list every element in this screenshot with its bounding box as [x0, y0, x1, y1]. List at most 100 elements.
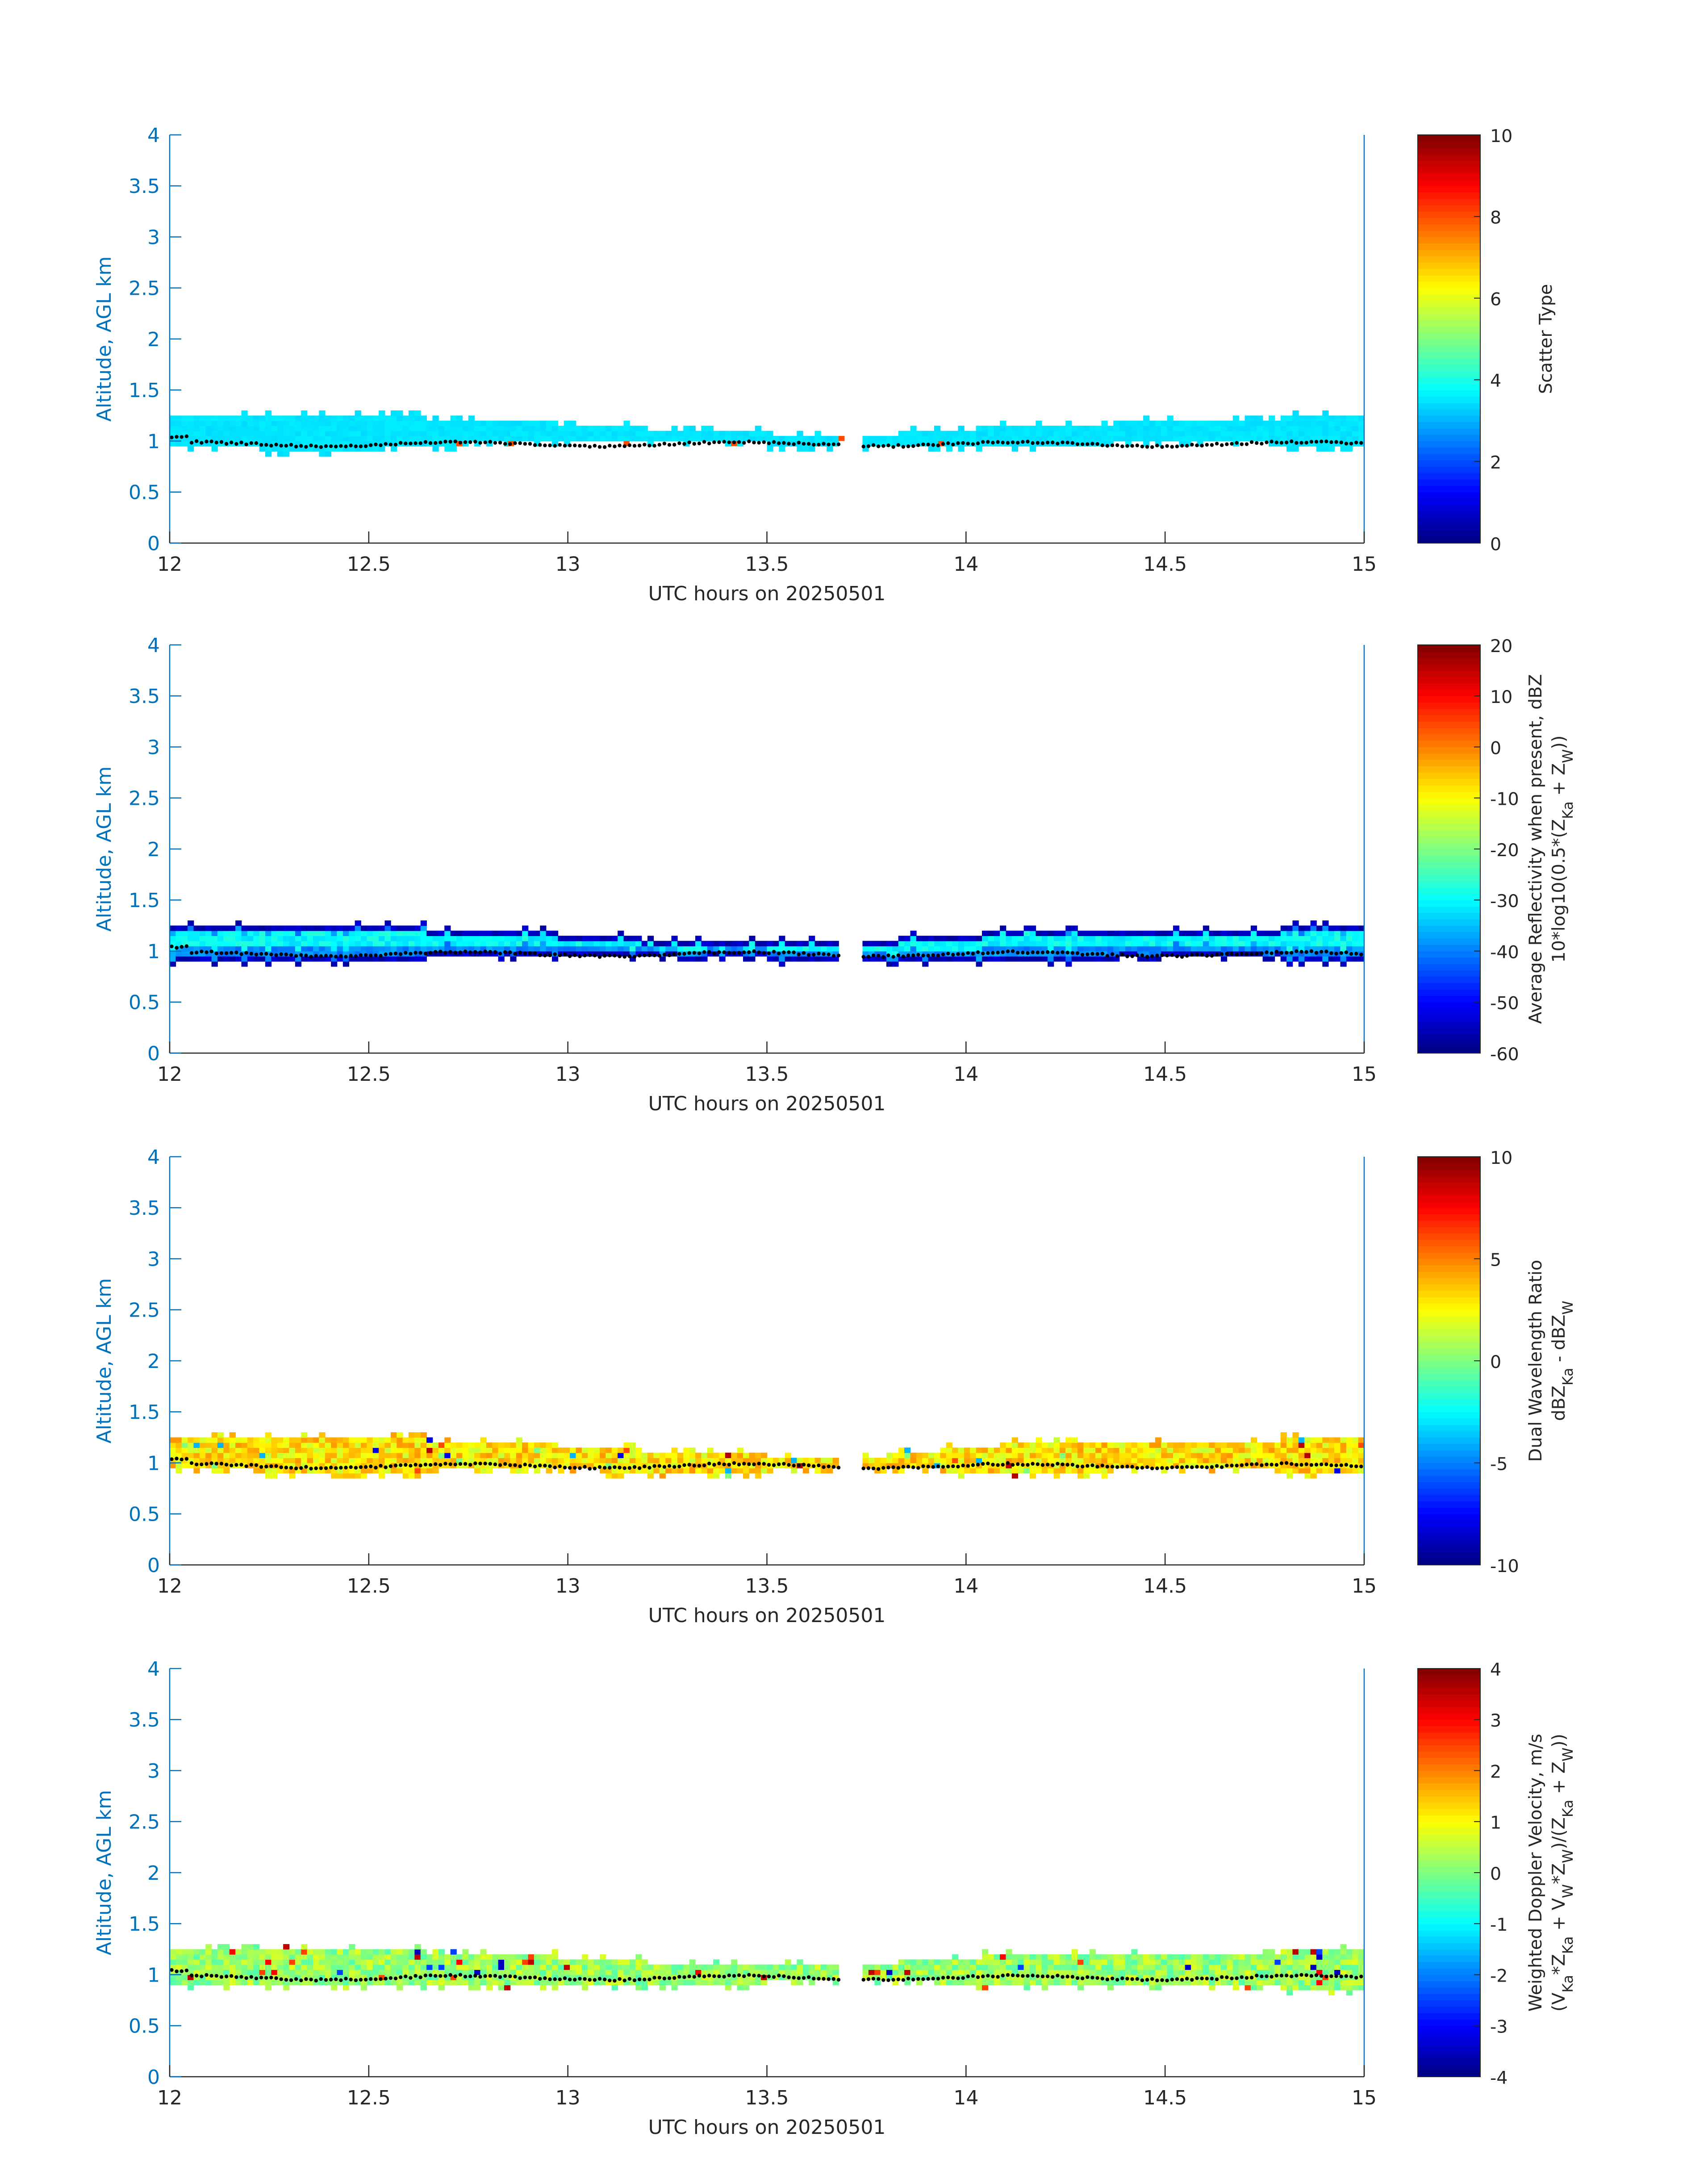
- cloud-base-dot: [304, 445, 308, 448]
- cloud-base-dot: [877, 444, 880, 448]
- heatmap-cell: [295, 1965, 301, 1970]
- heatmap-cell: [1090, 436, 1096, 441]
- heatmap-cell: [869, 1970, 875, 1975]
- heatmap-cell: [391, 431, 397, 436]
- heatmap-cell: [534, 936, 540, 941]
- heatmap-cell: [1209, 936, 1215, 941]
- colorbar-tick-label: -40: [1490, 942, 1519, 962]
- heatmap-cell: [576, 426, 582, 431]
- heatmap-cell: [325, 1959, 331, 1965]
- y-tick-label: 1.5: [129, 379, 160, 402]
- heatmap-cell: [331, 1437, 337, 1443]
- heatmap-cell: [277, 946, 284, 951]
- y-tick-label: 3.5: [129, 1197, 160, 1220]
- heatmap-cell: [319, 1949, 325, 1954]
- heatmap-cell: [552, 421, 558, 426]
- heatmap-cell: [403, 436, 409, 441]
- cloud-base-dot: [513, 1463, 517, 1467]
- heatmap-cell: [892, 436, 898, 441]
- cloud-base-dot: [528, 442, 532, 446]
- heatmap-cell: [217, 956, 224, 962]
- heatmap-cell: [1083, 431, 1090, 436]
- heatmap-cell: [349, 941, 355, 946]
- heatmap-cell: [1281, 1453, 1287, 1458]
- heatmap-cell: [952, 941, 958, 946]
- heatmap-cell: [707, 1980, 714, 1985]
- cloud-base-dot: [643, 443, 646, 446]
- cloud-base-dot: [180, 945, 184, 949]
- heatmap-cell: [892, 1453, 898, 1458]
- cloud-base-dot: [244, 951, 248, 954]
- cloud-base-dot: [712, 952, 716, 955]
- heatmap-cell: [361, 1954, 367, 1960]
- heatmap-cell: [295, 431, 301, 436]
- heatmap-cell: [940, 436, 946, 441]
- heatmap-cell: [1131, 1458, 1137, 1463]
- colorbar-swatch: [1418, 1450, 1480, 1457]
- heatmap-cell: [188, 920, 194, 926]
- heatmap-cell: [1293, 941, 1299, 946]
- heatmap-cell: [803, 1458, 809, 1463]
- cloud-base-dot: [448, 440, 452, 443]
- heatmap-cell: [922, 961, 928, 966]
- heatmap-cell: [1030, 925, 1036, 931]
- cloud-base-dot: [1195, 443, 1199, 447]
- heatmap-cell: [319, 925, 325, 931]
- heatmap-cell: [767, 436, 773, 441]
- heatmap-cell: [665, 1458, 672, 1463]
- heatmap-cell: [618, 936, 624, 941]
- heatmap-cell: [1299, 421, 1305, 426]
- heatmap-cell: [904, 1965, 910, 1970]
- colorbar-swatch: [1418, 945, 1480, 951]
- colorbar-swatch: [1418, 1476, 1480, 1482]
- heatmap-cell: [247, 946, 254, 951]
- heatmap-cell: [1155, 431, 1161, 436]
- heatmap-cell: [1293, 925, 1299, 931]
- heatmap-cell: [498, 426, 505, 431]
- heatmap-cell: [1286, 1447, 1293, 1453]
- heatmap-cell: [426, 1447, 433, 1453]
- heatmap-cell: [421, 1949, 427, 1954]
- heatmap-cell: [713, 941, 719, 946]
- heatmap-cell: [576, 936, 582, 941]
- heatmap-cell: [367, 1437, 373, 1443]
- heatmap-cell: [295, 1970, 301, 1975]
- heatmap-cell: [200, 941, 206, 946]
- cloud-base-dot: [389, 443, 393, 446]
- cloud-base-dot: [886, 443, 890, 447]
- colorbar-swatch: [1418, 460, 1480, 467]
- heatmap-cell: [534, 1453, 540, 1458]
- cloud-base-dot: [598, 1465, 601, 1469]
- heatmap-cell: [863, 436, 869, 441]
- heatmap-cell: [982, 936, 988, 941]
- heatmap-cell: [421, 1954, 427, 1960]
- heatmap-cell: [277, 1954, 284, 1960]
- heatmap-cell: [1185, 421, 1191, 426]
- cloud-base-dot: [344, 955, 347, 958]
- heatmap-cell: [200, 415, 206, 421]
- heatmap-cell: [492, 436, 498, 441]
- heatmap-cell: [1119, 936, 1126, 941]
- heatmap-cell: [1095, 1447, 1102, 1453]
- heatmap-cell: [946, 1447, 952, 1453]
- heatmap-cell: [182, 1437, 188, 1443]
- cloud-base-dot: [891, 445, 895, 449]
- heatmap-cell: [188, 1437, 194, 1443]
- colorbar-tick-label: 10: [1490, 1148, 1512, 1168]
- heatmap-cell: [486, 421, 493, 426]
- cloud-base-dot: [961, 441, 965, 445]
- colorbar-swatch: [1418, 1539, 1480, 1546]
- heatmap-cell: [414, 410, 421, 416]
- cloud-base-dot: [379, 954, 382, 958]
- heatmap-cell: [480, 936, 487, 941]
- heatmap-cell: [289, 1437, 296, 1443]
- heatmap-cell: [242, 1949, 248, 1954]
- heatmap-cell: [379, 436, 385, 441]
- heatmap-cell: [707, 426, 714, 431]
- cloud-base-dot: [1125, 444, 1129, 448]
- colorbar-swatch: [1418, 849, 1480, 856]
- cloud-base-dot: [872, 954, 875, 957]
- heatmap-cell: [414, 1473, 421, 1478]
- heatmap-cell: [1281, 1437, 1287, 1443]
- colorbar-swatch: [1418, 1291, 1480, 1297]
